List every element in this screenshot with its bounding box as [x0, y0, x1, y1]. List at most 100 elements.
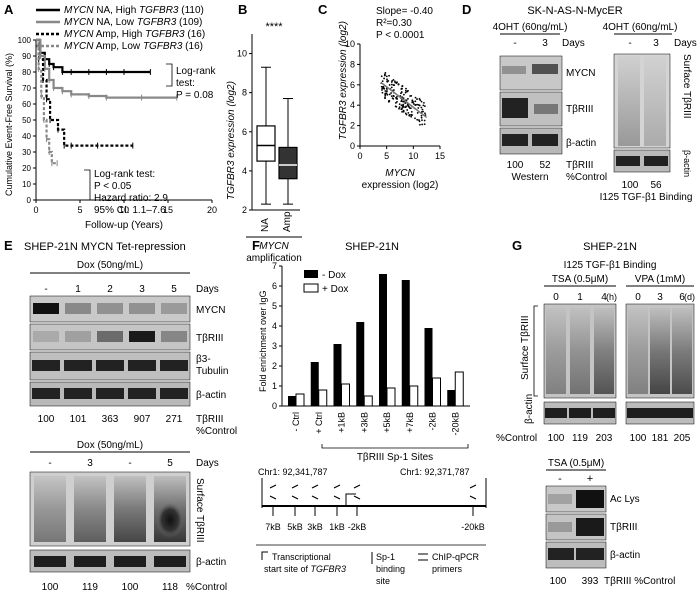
f-xlabel: TβRIII Sp-1 Sites — [357, 452, 433, 463]
c-point — [394, 102, 397, 104]
g-value-tsa-1: 119 — [572, 433, 588, 444]
c-point — [401, 85, 404, 87]
e-dox: Dox (50ng/mL) — [77, 260, 143, 271]
c-point — [416, 118, 419, 121]
c-xtick-label-1: 5 — [384, 151, 389, 161]
e-band-label-2a: β3- — [196, 354, 211, 365]
c-point — [390, 86, 393, 89]
c-point — [398, 106, 401, 109]
f-bar-minus-5 — [401, 280, 410, 406]
e-band-mycn-2 — [97, 303, 123, 314]
c-point — [392, 89, 395, 91]
a-xtick-label-2: 10 — [119, 205, 129, 215]
g-smear-vpa-0 — [628, 308, 648, 394]
e-band-tbr3-0 — [33, 331, 59, 342]
d-actin-label: β-actin — [682, 150, 692, 177]
g-lane-vpa-0: 0 — [635, 292, 641, 303]
c-point — [402, 103, 405, 106]
g-actin-label: β-actin — [524, 394, 535, 424]
e-lane2-3: 5 — [167, 458, 173, 469]
a-bracket-2 — [84, 169, 91, 201]
a-ytick-label-1: 10 — [22, 180, 31, 189]
c-point — [381, 80, 384, 83]
f-cat-6: -2kB — [428, 412, 438, 431]
g-band-actin2-1 — [576, 548, 604, 560]
e-actin2-band-2 — [114, 556, 146, 567]
f-primer-0 — [269, 484, 277, 500]
c-point — [423, 119, 426, 122]
a-xtick-label-1: 5 — [77, 205, 82, 215]
f-primer-4 — [353, 484, 361, 500]
a-ytick-label-0: 0 — [27, 196, 32, 205]
c-point — [396, 81, 398, 84]
e-lane2-1: 3 — [87, 458, 93, 469]
panel-b: B **** 2 4 6 8 10 TGFBR3 expression (log2) N… — [226, 2, 302, 264]
c-point — [410, 115, 413, 118]
c-point — [386, 89, 388, 91]
panel-e: E SHEP-21N MYCN Tet-repression Dox (50ng… — [4, 238, 237, 593]
c-point — [411, 114, 413, 116]
g-unit-vpa: (d) — [684, 292, 695, 302]
g-lane-vpa-1: 3 — [657, 292, 663, 303]
d-band-tbr3-1 — [534, 104, 558, 114]
c-point — [381, 89, 383, 91]
a-curves — [36, 38, 178, 167]
c-point — [380, 75, 383, 78]
d-days-1: Days — [562, 38, 585, 49]
g-band-aclys-0 — [548, 494, 572, 504]
e-actin2-label: β-actin — [196, 557, 226, 568]
a-xtick-label-0: 0 — [33, 205, 38, 215]
c-point — [404, 91, 407, 94]
f-legend-1: + Dox — [322, 284, 348, 295]
g-vlabel2: TβRIII %Control — [604, 576, 675, 587]
b-cat-0: NA — [260, 218, 271, 232]
e-actin2-bands — [34, 556, 186, 567]
e-vlabel2: %Control — [196, 426, 237, 437]
a-curve-2 — [36, 38, 133, 147]
e-lanes: - 1 2 3 5 — [44, 284, 177, 295]
d-value-0: 100 — [507, 160, 524, 171]
c-point — [420, 114, 423, 117]
f-key-1: start site of TGFBR3 — [264, 564, 346, 574]
c-point — [416, 112, 419, 114]
g-value2-0: 100 — [550, 576, 567, 587]
a-xtick-label-4: 20 — [207, 205, 217, 215]
c-point — [404, 89, 407, 92]
b-cat-1: Amp — [282, 211, 293, 232]
panel-label-a: A — [4, 2, 14, 17]
c-point — [406, 90, 409, 93]
b-ticks: 2 4 6 8 10 — [237, 49, 252, 215]
b-sig: **** — [265, 21, 283, 33]
a-ticks: 0 10 20 30 40 50 60 70 80 90 100 0 5 10 15 20 — [18, 36, 217, 215]
e-band-tub-2 — [96, 360, 124, 371]
d-value-1: 52 — [539, 160, 551, 171]
e-band-label-3: β-actin — [196, 390, 226, 401]
a-note1-l3: P = 0.08 — [176, 90, 214, 101]
g-lane-tsa-1: 1 — [577, 292, 583, 303]
g-smear-tsa-2 — [594, 308, 614, 394]
f-bar-minus-0 — [288, 396, 296, 406]
f-cat-1: + Ctrl — [314, 412, 324, 434]
f-tss-arrow — [345, 493, 356, 506]
c-point — [400, 87, 403, 90]
e-band-tbr3-4 — [161, 331, 187, 342]
c-fit-line — [380, 82, 428, 119]
e-lane-3: 3 — [139, 284, 145, 295]
e-smear-0 — [34, 476, 66, 542]
c-point — [420, 116, 423, 119]
f-site-bracket — [321, 444, 469, 449]
e-band-tub-1 — [64, 360, 92, 371]
c-point — [410, 110, 413, 113]
b-ytick-label-3: 8 — [242, 88, 247, 98]
d-value2-0: 100 — [622, 180, 639, 191]
f-ytick-label-0: 0 — [272, 401, 277, 411]
e-lane-4: 5 — [171, 284, 177, 295]
e-lanes2: - 3 - 5 — [48, 458, 173, 469]
e-actin2-blot — [29, 549, 191, 573]
g-band-tbr3-1 — [576, 518, 604, 536]
d-surface-lane-1 — [644, 56, 666, 146]
d-band-mycn-0 — [502, 66, 526, 74]
g-lane-vpa-2: 6 — [679, 292, 685, 303]
f-legend-0: - Dox — [322, 270, 346, 281]
